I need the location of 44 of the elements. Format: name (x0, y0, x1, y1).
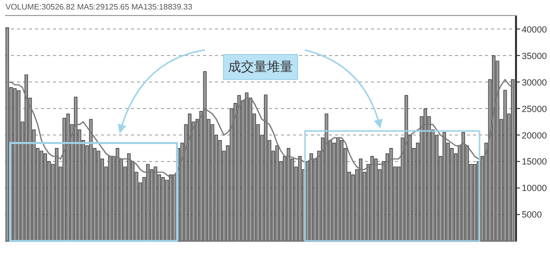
bar (310, 153, 314, 241)
bar (370, 156, 374, 241)
bar (168, 174, 172, 241)
bar (116, 148, 120, 241)
bar (442, 132, 446, 241)
bar (340, 140, 344, 241)
bar (336, 137, 340, 241)
bar (108, 156, 112, 241)
y-tick-label: 15000 (522, 156, 547, 167)
y-tick-label: 40000 (522, 24, 547, 34)
bar (332, 142, 336, 241)
y-tick-label: 20000 (522, 130, 547, 140)
y-tick-label: 35000 (522, 50, 547, 61)
bar (24, 74, 28, 241)
bar (161, 177, 165, 241)
bar (74, 96, 78, 241)
chart-title: VOLUME:30526.82 MA5:29125.65 MA135:18839.33 (6, 2, 193, 12)
bar (172, 174, 176, 241)
annotation: 成交量堆量 (228, 59, 293, 75)
bar (154, 166, 158, 241)
bar (62, 118, 66, 241)
bar (462, 132, 466, 241)
bar (472, 164, 476, 241)
bar (404, 95, 408, 241)
bar (324, 114, 328, 241)
bar (358, 158, 362, 241)
bar (424, 108, 428, 241)
bar (374, 158, 378, 241)
bar (389, 148, 393, 241)
bar (146, 164, 150, 241)
y-tick-label: 5000 (522, 210, 542, 220)
bar (16, 90, 20, 241)
y-tick-label: 30000 (522, 77, 547, 88)
line-series (6, 78, 514, 178)
bar (40, 150, 44, 241)
y-tick-label: 25000 (522, 104, 547, 114)
bar (127, 153, 131, 241)
y-tick-label: 10000 (522, 183, 547, 194)
bar (89, 118, 93, 241)
bar (54, 148, 58, 241)
bar (13, 88, 17, 241)
bar (96, 150, 100, 241)
bar (66, 114, 70, 241)
bar (44, 153, 48, 241)
